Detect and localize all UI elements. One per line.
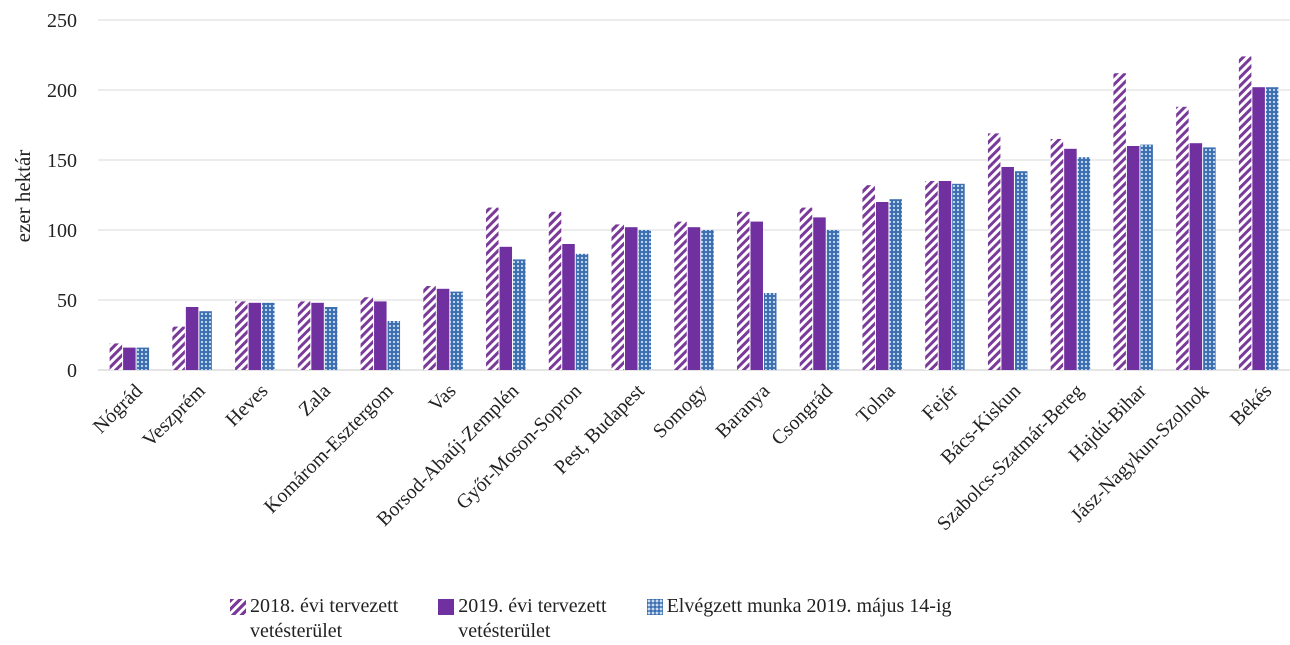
bar-series-1: [486, 207, 499, 370]
legend-item-2019: 2019. évi tervezett vetésterület: [438, 594, 607, 644]
bar-series-2: [625, 227, 638, 370]
bar-series-2: [1064, 148, 1077, 370]
bar-series-1: [736, 211, 750, 370]
bar-series-1: [862, 185, 875, 370]
bar-series-1: [799, 207, 813, 370]
legend-label-2019: 2019. évi tervezett vetésterület: [458, 595, 607, 642]
bar-series-1: [1113, 73, 1126, 370]
y-tick-label: 50: [57, 290, 77, 312]
legend-swatch-2018: [230, 599, 246, 615]
bar-series-2: [374, 301, 387, 370]
x-tick-label: Tolna: [852, 380, 900, 428]
bar-series-1: [674, 221, 687, 370]
y-tick-label: 200: [47, 80, 77, 102]
bar-series-2: [562, 244, 575, 370]
bar-series-2: [1252, 87, 1265, 370]
bar-series-1: [611, 224, 625, 370]
bar-series-3: [262, 302, 275, 370]
y-tick-label: 100: [47, 220, 77, 242]
bar-series-1: [1050, 139, 1064, 370]
y-tick-label: 250: [47, 10, 77, 32]
bars: [109, 56, 1279, 371]
x-tick-label: Somogy: [649, 380, 712, 443]
bar-series-2: [185, 307, 199, 370]
bar-series-2: [499, 246, 513, 370]
bar-series-3: [1077, 157, 1091, 370]
bar-series-3: [513, 259, 526, 370]
bar-series-3: [575, 253, 589, 370]
x-tick-label: Nógrád: [89, 380, 147, 438]
bar-series-2: [1001, 167, 1014, 370]
x-tick-label: Csongrád: [767, 380, 837, 450]
bar-series-2: [750, 221, 763, 370]
bar-series-2: [813, 217, 826, 370]
bar-series-3: [638, 230, 652, 370]
bar-series-3: [387, 321, 401, 370]
x-tick-label: Veszprém: [138, 380, 210, 452]
legend-label-2018: 2018. évi tervezett vetésterület: [250, 595, 399, 642]
bar-series-2: [248, 302, 262, 370]
bar-series-1: [360, 297, 374, 370]
x-tick-label: Zala: [294, 380, 335, 421]
bar-series-2: [687, 227, 701, 370]
bar-series-3: [324, 307, 338, 370]
bar-series-1: [548, 211, 562, 370]
bar-series-1: [172, 326, 185, 370]
legend: 2018. évi tervezett vetésterület 2019. é…: [230, 594, 952, 644]
x-tick-label: Baranya: [712, 380, 775, 443]
bar-series-1: [109, 343, 123, 370]
bar-series-3: [826, 230, 840, 370]
y-axis-label: ezer hektár: [11, 150, 35, 243]
bar-series-3: [1140, 144, 1153, 370]
legend-label-elvegzett: Elvégzett munka 2019. május 14-ig: [666, 595, 952, 617]
bar-series-1: [925, 181, 938, 370]
legend-swatch-elvegzett: [646, 599, 663, 615]
legend-swatch-2019: [438, 599, 455, 615]
y-tick-label: 150: [47, 150, 77, 172]
bar-series-3: [450, 291, 463, 370]
bar-series-2: [123, 347, 136, 370]
bar-series-3: [199, 311, 212, 370]
bar-series-2: [436, 288, 450, 370]
bar-series-2: [938, 181, 952, 370]
bar-series-1: [1238, 56, 1252, 371]
bar-series-2: [311, 302, 324, 370]
bar-series-3: [952, 183, 965, 370]
bar-series-3: [1265, 87, 1279, 370]
bar-series-2: [1126, 146, 1140, 370]
x-tick-label: Békés: [1226, 380, 1276, 430]
x-tick-label: Vas: [425, 380, 461, 416]
bar-series-3: [701, 230, 714, 370]
y-tick-labels: 0 50 100 150 200 250: [47, 10, 77, 382]
y-tick-label: 0: [67, 360, 77, 382]
bar-series-2: [875, 202, 889, 370]
bar-series-3: [136, 347, 150, 370]
legend-item-2018: 2018. évi tervezett vetésterület: [230, 594, 398, 644]
bar-series-3: [889, 199, 902, 370]
legend-item-elvegzett: Elvégzett munka 2019. május 14-ig: [646, 594, 952, 644]
bar-series-3: [763, 293, 777, 370]
x-tick-label: Heves: [221, 380, 272, 431]
x-tick-label: Fejér: [918, 380, 963, 425]
bar-series-3: [1203, 147, 1216, 370]
bar-series-1: [235, 301, 248, 370]
bar-series-3: [1014, 171, 1028, 370]
bar-series-1: [1176, 106, 1189, 371]
bar-series-2: [1189, 143, 1203, 370]
bar-series-1: [423, 286, 436, 370]
bar-series-1: [987, 133, 1001, 370]
bar-series-1: [297, 301, 311, 370]
